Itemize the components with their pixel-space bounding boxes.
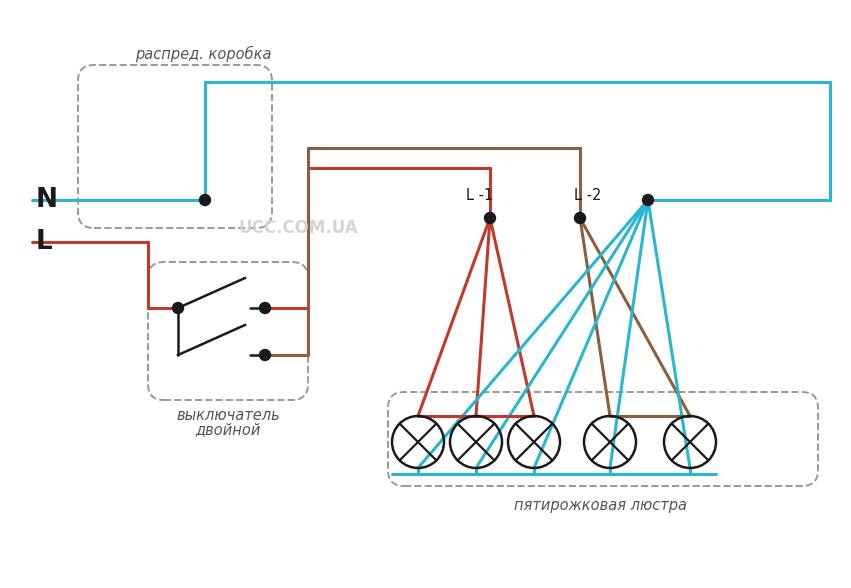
- Text: пятирожковая люстра: пятирожковая люстра: [513, 498, 687, 513]
- Circle shape: [260, 349, 271, 360]
- Circle shape: [173, 302, 184, 313]
- Text: распред. коробка: распред. коробка: [135, 46, 271, 62]
- Text: L -2: L -2: [574, 188, 602, 202]
- Text: N: N: [36, 187, 58, 213]
- Text: UCC.COM.UA: UCC.COM.UA: [238, 219, 357, 237]
- Text: L: L: [36, 229, 53, 255]
- Circle shape: [484, 212, 495, 223]
- Text: L -1: L -1: [466, 188, 494, 202]
- Circle shape: [199, 195, 210, 205]
- Circle shape: [260, 302, 271, 313]
- Text: выключатель: выключатель: [176, 408, 280, 423]
- Text: двойной: двойной: [196, 422, 260, 437]
- Circle shape: [574, 212, 585, 223]
- Circle shape: [643, 195, 654, 205]
